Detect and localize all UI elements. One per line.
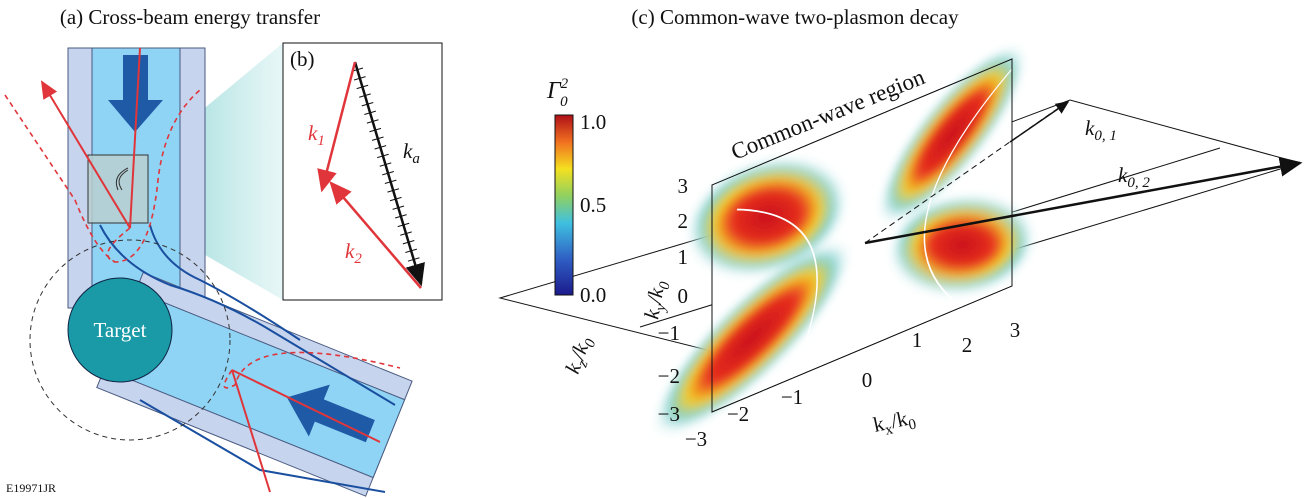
ka-base: k [403, 139, 413, 163]
ruler-tick [384, 179, 397, 185]
panel-b-label: (b) [290, 47, 315, 71]
ruler-tick [382, 171, 394, 176]
ruler-tick [402, 240, 415, 245]
ruler-tick [407, 257, 420, 262]
ruler-tick [369, 127, 382, 133]
ruler-tick [364, 110, 376, 115]
x-tick-label: −3 [685, 427, 707, 451]
k1-base: k [308, 121, 318, 145]
k2-sub: 2 [354, 251, 362, 267]
ruler-tick [410, 265, 423, 271]
y-axis-sub: y [652, 303, 669, 315]
y-tick-label: 1 [678, 245, 689, 269]
gamma-sup: 2 [561, 76, 569, 92]
gamma-base: Γ [546, 78, 562, 104]
k1-label: k1 [308, 121, 325, 149]
ka-sub: a [412, 151, 420, 167]
y-tick-label: 2 [678, 209, 689, 233]
ruler-tick [379, 162, 392, 167]
k01-label: k0, 1 [1085, 116, 1117, 144]
ruler-tick [392, 205, 405, 210]
k2-label: k2 [345, 239, 362, 267]
k02-sub: 0, 2 [1127, 175, 1150, 191]
y-axis-label: ky/k0 [639, 278, 673, 321]
panel-a: Target (a) Cross-beam energy transfer [4, 5, 413, 497]
y-axis-den-sub: 0 [657, 280, 674, 291]
heatmap [652, 45, 1035, 436]
panel-a-title: (a) Cross-beam energy transfer [60, 5, 320, 29]
k02-label: k0, 2 [1118, 163, 1150, 191]
k2-base: k [345, 239, 355, 263]
x-tick-label: −1 [781, 385, 803, 409]
panel-b-box [282, 42, 443, 301]
ruler-tick [359, 93, 371, 98]
k01-base: k [1085, 116, 1095, 140]
panel-c-title: (c) Common-wave two-plasmon decay [631, 5, 959, 29]
ruler-tick [366, 119, 379, 124]
x-axis-den-sub: 0 [907, 416, 918, 433]
colorbar-tick-label: 0.5 [580, 193, 606, 217]
colorbar-label: Γ2 0 [546, 76, 569, 110]
ruler-tick [394, 214, 407, 219]
x-tick-label: 0 [862, 368, 873, 392]
x-tick-label: 3 [1010, 318, 1021, 342]
ruler-tick [405, 248, 418, 254]
ruler-tick [361, 101, 374, 107]
ruler-tick [397, 222, 410, 228]
ka-label: ka [403, 139, 420, 167]
target-label: Target [94, 318, 147, 342]
panel-c: (c) Common-wave two-plasmon decay k0, 1 … [498, 5, 1303, 451]
k02-base: k [1118, 163, 1128, 187]
y-tick-label: 0 [678, 284, 689, 308]
target [67, 277, 173, 383]
k01-sub: 0, 1 [1094, 128, 1117, 144]
k1-sub: 1 [317, 133, 325, 149]
dashed-circle [29, 239, 231, 441]
ruler-tick [377, 153, 389, 159]
colorbar [554, 114, 574, 296]
y-axis-den: /k [642, 285, 669, 306]
ruler-tick [353, 76, 366, 81]
ruler-tick [371, 136, 384, 141]
y-tick-label: 3 [678, 174, 689, 198]
beam-arrow [108, 55, 163, 132]
wave-icon [115, 167, 129, 191]
x-tick-label: 1 [912, 328, 923, 352]
x-tick-label: −2 [727, 402, 749, 426]
ruler-tick [387, 188, 400, 193]
z-axis-label: kz/k0 [560, 332, 599, 378]
x-axis-label: kx/k0 [871, 405, 918, 441]
y-tick-label: −3 [658, 402, 680, 426]
figure-id: E19971JR [6, 481, 56, 495]
ruler-tick [400, 231, 412, 236]
x-axis-sub: x [884, 421, 895, 438]
colorbar-tick-label: 0.0 [580, 283, 606, 307]
gamma-sub: 0 [560, 94, 568, 110]
ruler-tick [374, 145, 387, 150]
ruler-tick [389, 196, 402, 202]
y-tick-label: −1 [658, 321, 680, 345]
x-axis-den: /k [889, 406, 910, 433]
colorbar-tick-label: 1.0 [580, 110, 606, 134]
panel-b: (b) k1 k2 ka [282, 42, 443, 301]
ruler-tick [356, 84, 369, 90]
x-tick-label: 2 [962, 333, 973, 357]
y-tick-label: −2 [658, 364, 680, 388]
